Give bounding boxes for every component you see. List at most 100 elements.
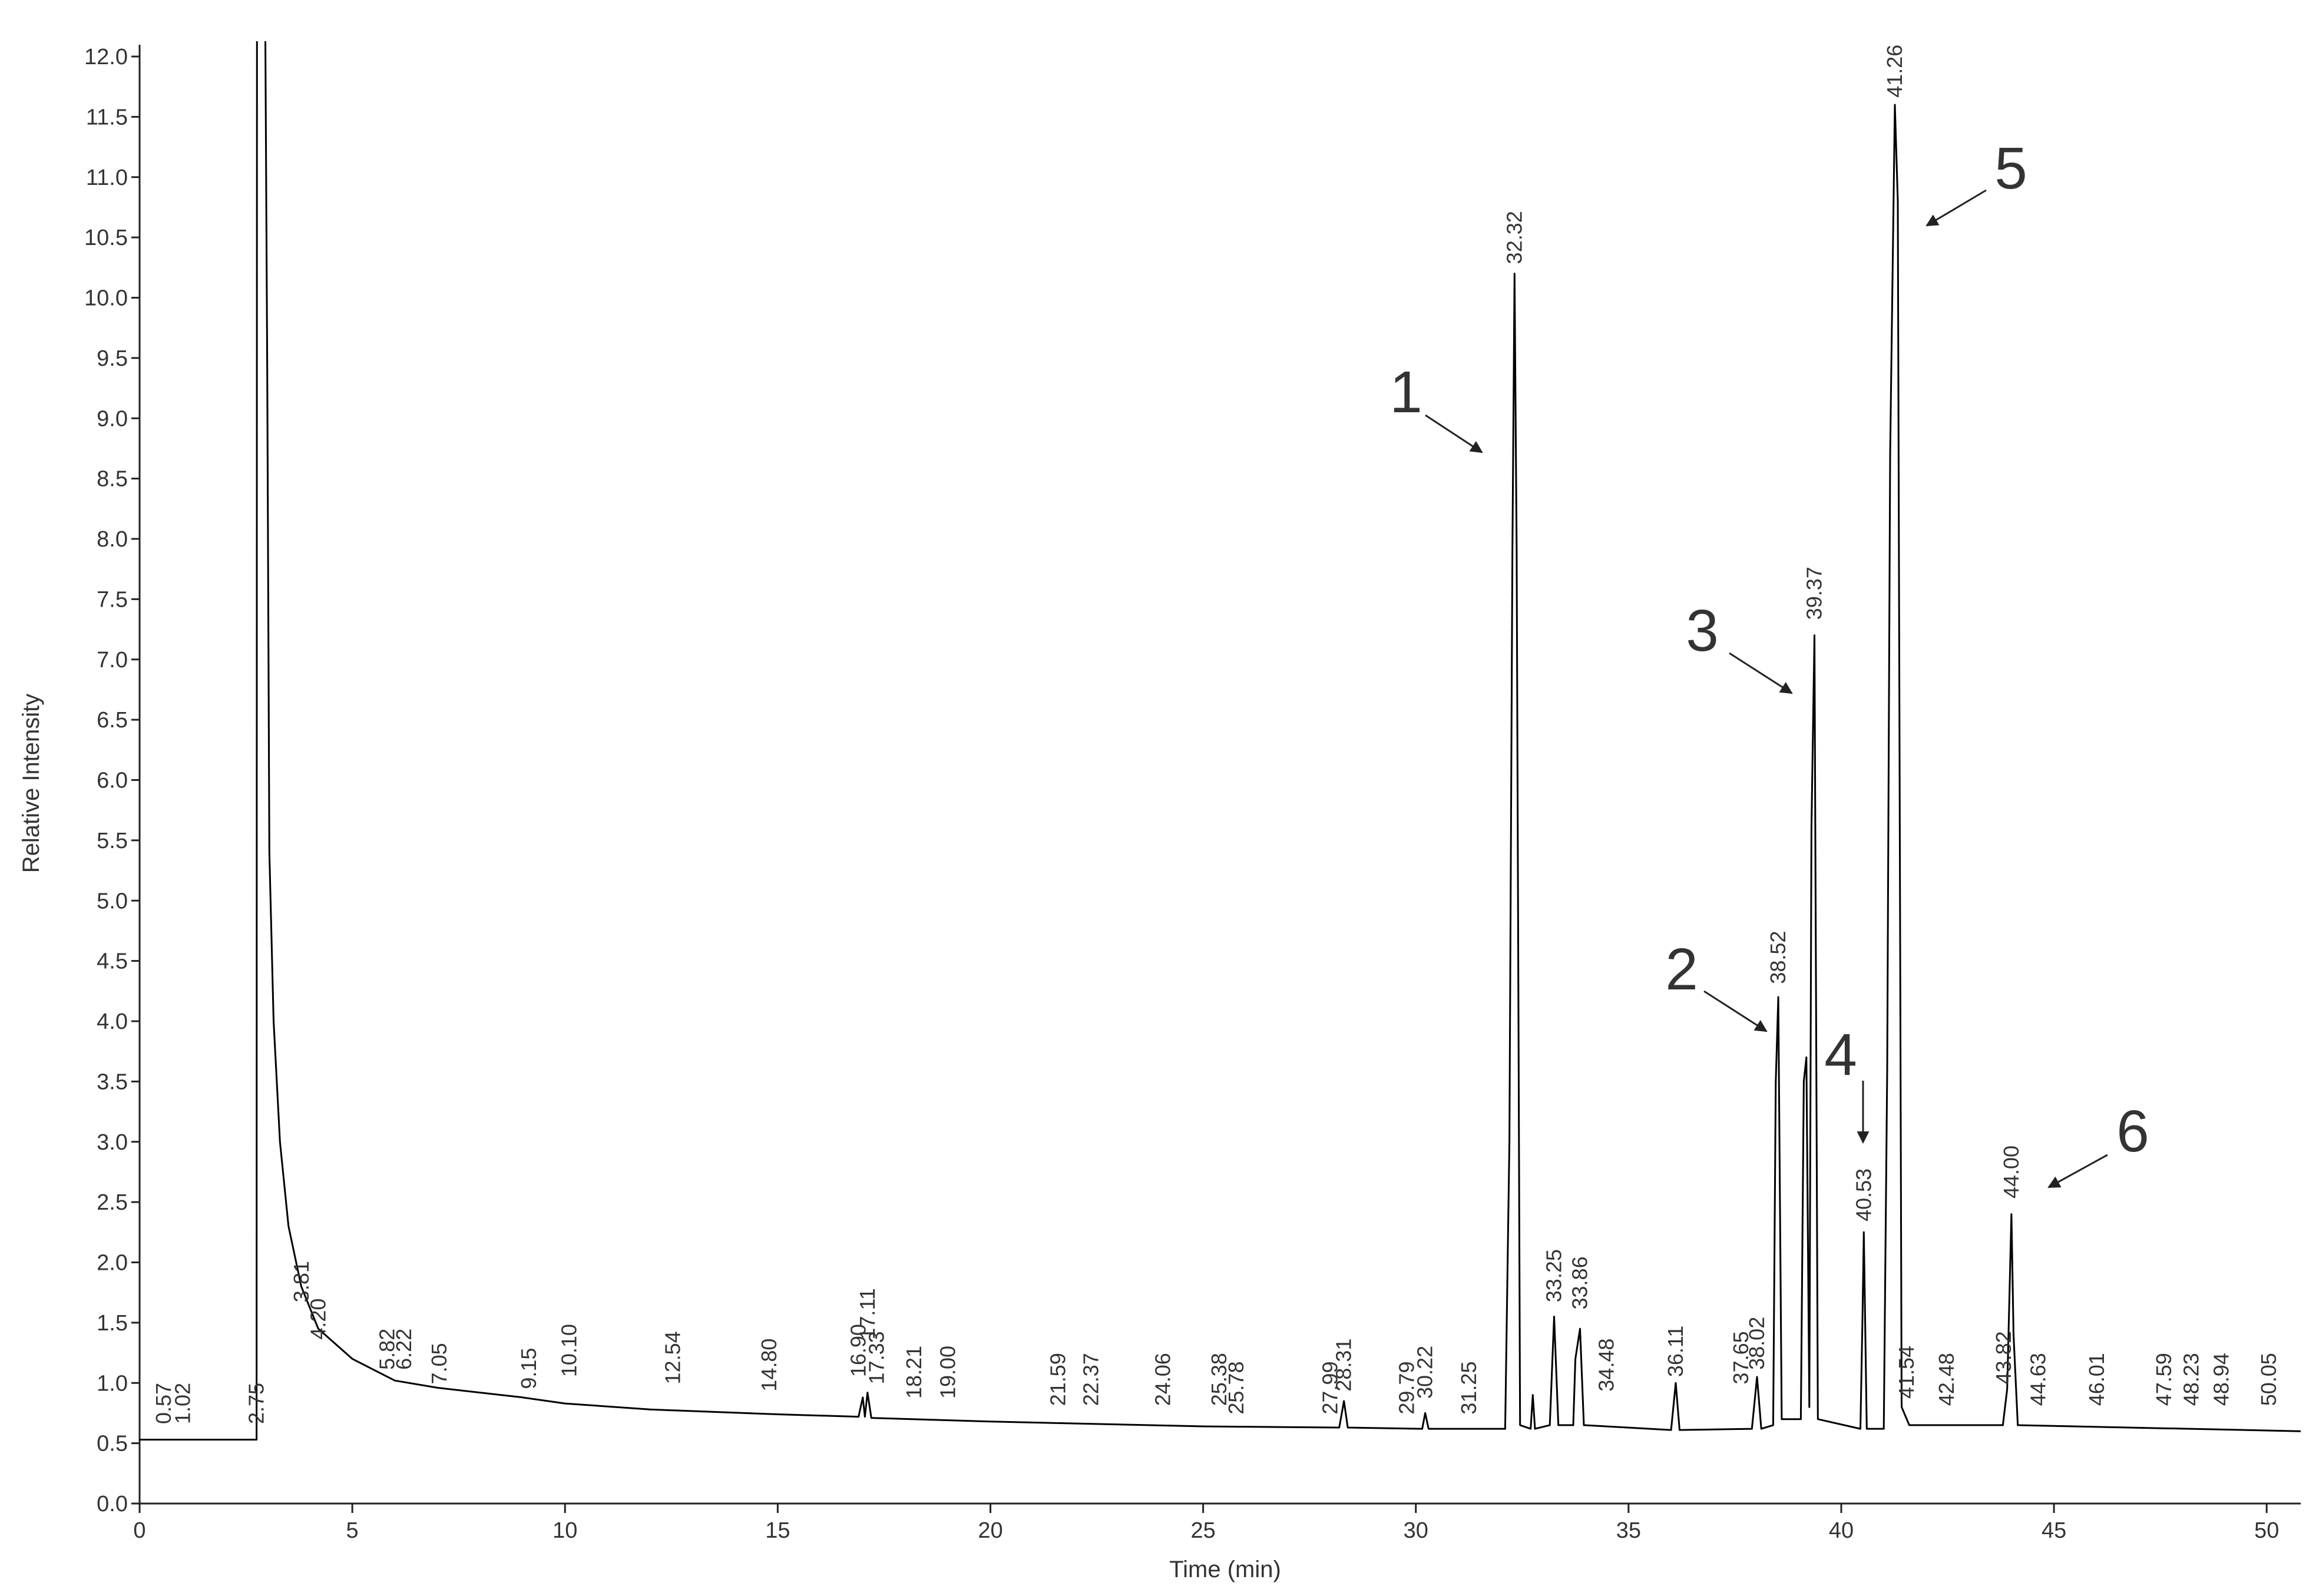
y-tick-label: 9.0 (97, 406, 128, 431)
peak-label: 40.53 (1851, 1168, 1875, 1221)
x-tick-label: 40 (1829, 1518, 1854, 1543)
peak-label: 18.21 (902, 1346, 926, 1399)
peak-label: 38.52 (1766, 931, 1790, 984)
peak-label: 5.82 (375, 1329, 399, 1370)
x-tick-label: 10 (552, 1518, 577, 1543)
peak-label: 48.94 (2209, 1353, 2234, 1406)
peak-label: 38.02 (1745, 1317, 1769, 1370)
peak-label: 33.25 (1541, 1249, 1566, 1302)
annotation-number: 3 (1686, 598, 1719, 664)
y-tick-label: 3.5 (97, 1069, 128, 1094)
peak-label: 4.20 (306, 1299, 330, 1340)
peak-label: 21.59 (1045, 1353, 1070, 1406)
annotation-arrow (2047, 1154, 2108, 1188)
y-tick-label: 6.5 (97, 708, 128, 733)
peak-label: 39.37 (1802, 567, 1826, 620)
peak-label: 44.63 (2026, 1353, 2050, 1406)
peak-label: 0.57 (151, 1383, 176, 1424)
y-tick-label: 0.0 (97, 1492, 128, 1516)
y-tick-label: 12.0 (84, 45, 128, 69)
peak-label: 44.00 (1999, 1145, 2023, 1198)
y-axis-title: Relative Intensity (18, 694, 44, 873)
y-tick-label: 5.5 (97, 829, 128, 853)
peak-label: 47.59 (2152, 1353, 2176, 1406)
peak-label: 34.48 (1594, 1339, 1618, 1392)
peak-label: 3.81 (289, 1261, 313, 1302)
y-tick-label: 11.0 (86, 165, 128, 190)
peak-label: 41.54 (1894, 1346, 1918, 1399)
y-tick-label: 10.0 (84, 286, 128, 311)
x-tick-label: 20 (978, 1518, 1003, 1543)
peak-label: 22.37 (1079, 1353, 1103, 1406)
peak-label: 28.31 (1332, 1339, 1356, 1392)
peak-label: 17.11 (855, 1288, 879, 1339)
peak-label: 25.78 (1224, 1362, 1248, 1415)
x-tick-label: 15 (765, 1518, 790, 1543)
peak-label: 33.86 (1568, 1256, 1592, 1309)
x-tick-label: 50 (2254, 1518, 2279, 1543)
y-tick-label: 8.0 (97, 527, 128, 552)
x-tick-label: 45 (2042, 1518, 2066, 1543)
peak-label: 46.01 (2085, 1353, 2109, 1406)
y-tick-label: 11.5 (86, 105, 128, 130)
annotation-number: 1 (1389, 359, 1422, 425)
peak-label: 37.65 (1729, 1331, 1753, 1384)
annotation-number: 2 (1665, 936, 1698, 1002)
peak-label: 30.22 (1413, 1346, 1437, 1399)
peak-label: 14.80 (757, 1339, 781, 1392)
peak-label: 12.54 (661, 1331, 685, 1384)
peak-label: 43.82 (1991, 1331, 2016, 1384)
trace-line (140, 41, 2301, 1441)
y-tick-label: 7.0 (97, 648, 128, 673)
annotation-number: 4 (1824, 1022, 1857, 1088)
peak-label: 25.38 (1207, 1353, 1231, 1406)
y-tick-label: 2.0 (97, 1251, 128, 1276)
annotation-arrow (1703, 990, 1768, 1032)
peak-label: 10.10 (557, 1324, 581, 1377)
peak-label: 2.75 (244, 1383, 269, 1424)
peak-label: 48.23 (2179, 1353, 2203, 1406)
peak-label: 29.79 (1395, 1362, 1419, 1415)
peak-label: 27.99 (1318, 1362, 1342, 1415)
y-tick-label: 8.5 (97, 467, 128, 492)
peak-label: 6.22 (392, 1329, 416, 1370)
peak-label: 50.05 (2257, 1353, 2281, 1406)
x-axis-title: Time (min) (1169, 1557, 1281, 1582)
y-tick-label: 9.5 (97, 346, 128, 371)
plot-area (140, 41, 2301, 1441)
peak-label: 7.05 (427, 1343, 451, 1384)
peak-label: 42.48 (1934, 1353, 1958, 1406)
x-tick-label: 0 (133, 1518, 145, 1543)
y-tick-label: 4.0 (97, 1009, 128, 1034)
x-tick-label: 35 (1616, 1518, 1641, 1543)
peak-label: 41.26 (1882, 45, 1907, 98)
y-tick-label: 7.5 (97, 587, 128, 612)
y-tick-label: 6.0 (97, 769, 128, 793)
x-tick-label: 5 (346, 1518, 359, 1543)
y-tick-label: 2.5 (97, 1190, 128, 1215)
x-tick-label: 30 (1404, 1518, 1428, 1543)
y-tick-label: 1.5 (97, 1311, 128, 1336)
annotation-arrow (1925, 189, 1987, 227)
y-tick-label: 10.5 (84, 226, 128, 250)
annotation-number: 6 (2116, 1098, 2149, 1164)
annotation-number: 5 (1994, 135, 2027, 201)
peak-label: 19.00 (935, 1346, 960, 1399)
peak-label: 9.15 (517, 1348, 541, 1389)
peak-label: 32.32 (1502, 211, 1526, 264)
peak-label: 31.25 (1457, 1362, 1481, 1415)
y-tick-label: 5.0 (97, 889, 128, 913)
peak-label: 17.33 (865, 1331, 889, 1384)
y-tick-label: 4.5 (97, 949, 128, 974)
peak-label: 24.06 (1151, 1353, 1175, 1406)
annotation-arrow (1729, 652, 1793, 694)
x-tick-label: 25 (1190, 1518, 1215, 1543)
annotation-arrow (1425, 414, 1483, 453)
y-tick-label: 1.0 (97, 1371, 128, 1396)
peak-label: 36.11 (1663, 1326, 1688, 1377)
peak-label: 16.90 (846, 1324, 871, 1377)
y-tick-label: 3.0 (97, 1130, 128, 1155)
y-tick-label: 0.5 (97, 1432, 128, 1456)
peak-label: 1.02 (171, 1383, 195, 1424)
